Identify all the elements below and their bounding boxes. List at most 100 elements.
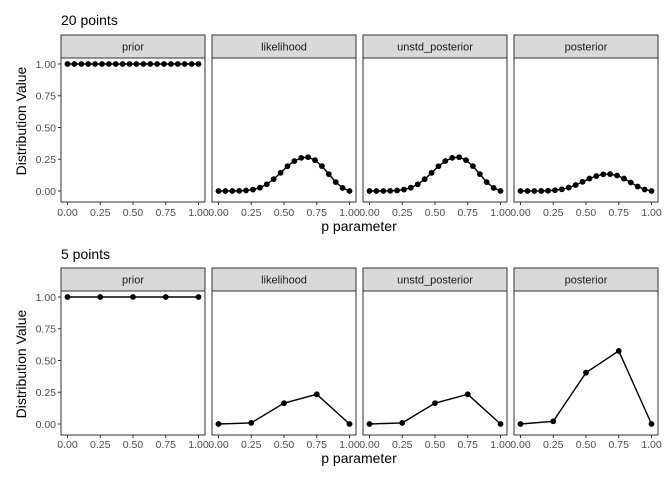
data-point — [319, 163, 325, 170]
x-tick-label: 0.00 — [510, 439, 531, 451]
data-point — [641, 186, 648, 193]
data-point — [215, 188, 222, 194]
facet-strip-label: posterior — [565, 275, 608, 287]
data-point — [263, 181, 270, 188]
x-tick-label: 0.75 — [458, 439, 479, 451]
x-tick-label: 0.00 — [57, 207, 78, 219]
y-tick-label: 0.25 — [36, 154, 57, 166]
data-point — [552, 187, 558, 194]
data-point — [538, 188, 545, 194]
data-point — [524, 188, 531, 194]
facet-panel-area — [513, 57, 659, 203]
data-point — [583, 369, 589, 376]
data-point — [112, 61, 119, 67]
data-point — [130, 294, 136, 300]
data-point — [284, 163, 291, 170]
data-point — [339, 185, 346, 191]
plot-row-2: 5 points Distribution Value p parameter pri… — [13, 246, 662, 466]
data-point — [312, 157, 318, 164]
data-point — [188, 61, 195, 67]
x-tick-label: 0.50 — [576, 207, 597, 219]
data-point — [97, 294, 104, 300]
x-tick-label: 1.00 — [490, 207, 511, 219]
data-point — [432, 400, 438, 407]
y-tick-label: 0.75 — [36, 324, 57, 336]
y-tick-label: 0.00 — [36, 186, 57, 198]
data-point — [435, 163, 442, 170]
data-point — [558, 186, 565, 193]
data-point — [517, 421, 524, 427]
data-point — [298, 154, 305, 161]
data-point — [648, 421, 655, 427]
x-tick-label: 0.25 — [241, 439, 262, 451]
data-point — [181, 61, 188, 67]
data-point — [270, 176, 277, 183]
facet-strip-label: prior — [122, 42, 144, 54]
data-point — [531, 188, 538, 194]
data-point — [250, 186, 256, 193]
facet-panel-prior: prior 0.00 0.25 0.50 0.75 1.00 0.00 0.25 0.50 0.7… — [36, 267, 209, 451]
data-point — [621, 175, 627, 182]
facet-panel-unstd_posterior: unstd_posterior 0.00 0.25 0.50 0.75 1.00 — [359, 34, 511, 219]
data-point — [456, 154, 463, 161]
x-tick-label: 0.50 — [274, 439, 295, 451]
data-point — [387, 187, 394, 194]
data-point — [600, 171, 607, 178]
data-point — [497, 421, 504, 427]
data-point — [236, 187, 243, 194]
data-point — [497, 188, 504, 194]
x-tick-label: 0.25 — [392, 207, 413, 219]
data-point — [119, 61, 126, 67]
data-point — [195, 294, 202, 300]
x-tick-label: 0.50 — [425, 439, 446, 451]
data-point — [162, 294, 169, 300]
facet-strip-label: likelihood — [261, 275, 307, 287]
x-axis-title: p parameter — [321, 218, 397, 234]
x-tick-label: 1.00 — [339, 439, 360, 451]
data-point — [64, 294, 71, 300]
x-tick-label: 0.25 — [241, 207, 262, 219]
data-point — [470, 163, 476, 170]
facet-panel-likelihood: likelihood 0.00 0.25 0.50 0.75 1.00 — [208, 34, 360, 219]
y-tick-label: 0.25 — [36, 387, 57, 399]
data-point — [483, 179, 490, 186]
data-point — [421, 176, 428, 183]
facet-panel-unstd_posterior: unstd_posterior 0.00 0.25 0.50 0.75 1.00 — [359, 267, 511, 451]
data-point — [463, 157, 469, 164]
facet-panel-area — [362, 290, 508, 436]
x-tick-label: 0.75 — [307, 207, 328, 219]
x-tick-label: 0.75 — [609, 439, 630, 451]
data-point — [593, 173, 600, 179]
data-point — [615, 348, 622, 354]
x-tick-label: 0.50 — [576, 439, 597, 451]
facet-strip-label: unstd_posterior — [397, 42, 473, 54]
facet-panel-prior: prior 0.00 0.25 0.50 0.75 1.00 0.00 0.25 0.50 0.7… — [36, 34, 209, 219]
data-point — [373, 188, 380, 194]
data-point — [305, 154, 312, 161]
data-point — [281, 400, 287, 407]
y-tick-label: 1.00 — [36, 292, 57, 304]
x-tick-label: 0.00 — [359, 207, 380, 219]
data-point — [78, 61, 85, 67]
facet-panel-area — [60, 57, 206, 203]
data-point — [572, 182, 579, 188]
facet-panel-likelihood: likelihood 0.00 0.25 0.50 0.75 1.00 — [208, 267, 360, 451]
data-point — [442, 158, 449, 164]
y-tick-label: 0.50 — [36, 355, 57, 367]
facet-strip-label: posterior — [565, 42, 608, 54]
data-point — [332, 179, 339, 186]
data-point — [634, 183, 641, 190]
data-point — [579, 178, 586, 185]
data-point — [565, 184, 572, 191]
x-tick-label: 0.00 — [359, 439, 380, 451]
data-point — [140, 61, 147, 67]
data-point — [147, 61, 154, 67]
data-point — [607, 171, 614, 178]
x-tick-label: 0.00 — [510, 207, 531, 219]
data-point — [99, 61, 105, 67]
data-point — [428, 169, 435, 176]
facet-panel-posterior: posterior 0.00 0.25 0.50 0.75 1.00 — [510, 34, 662, 219]
x-tick-label: 0.25 — [543, 207, 564, 219]
data-point — [346, 421, 353, 427]
data-point — [545, 187, 551, 194]
